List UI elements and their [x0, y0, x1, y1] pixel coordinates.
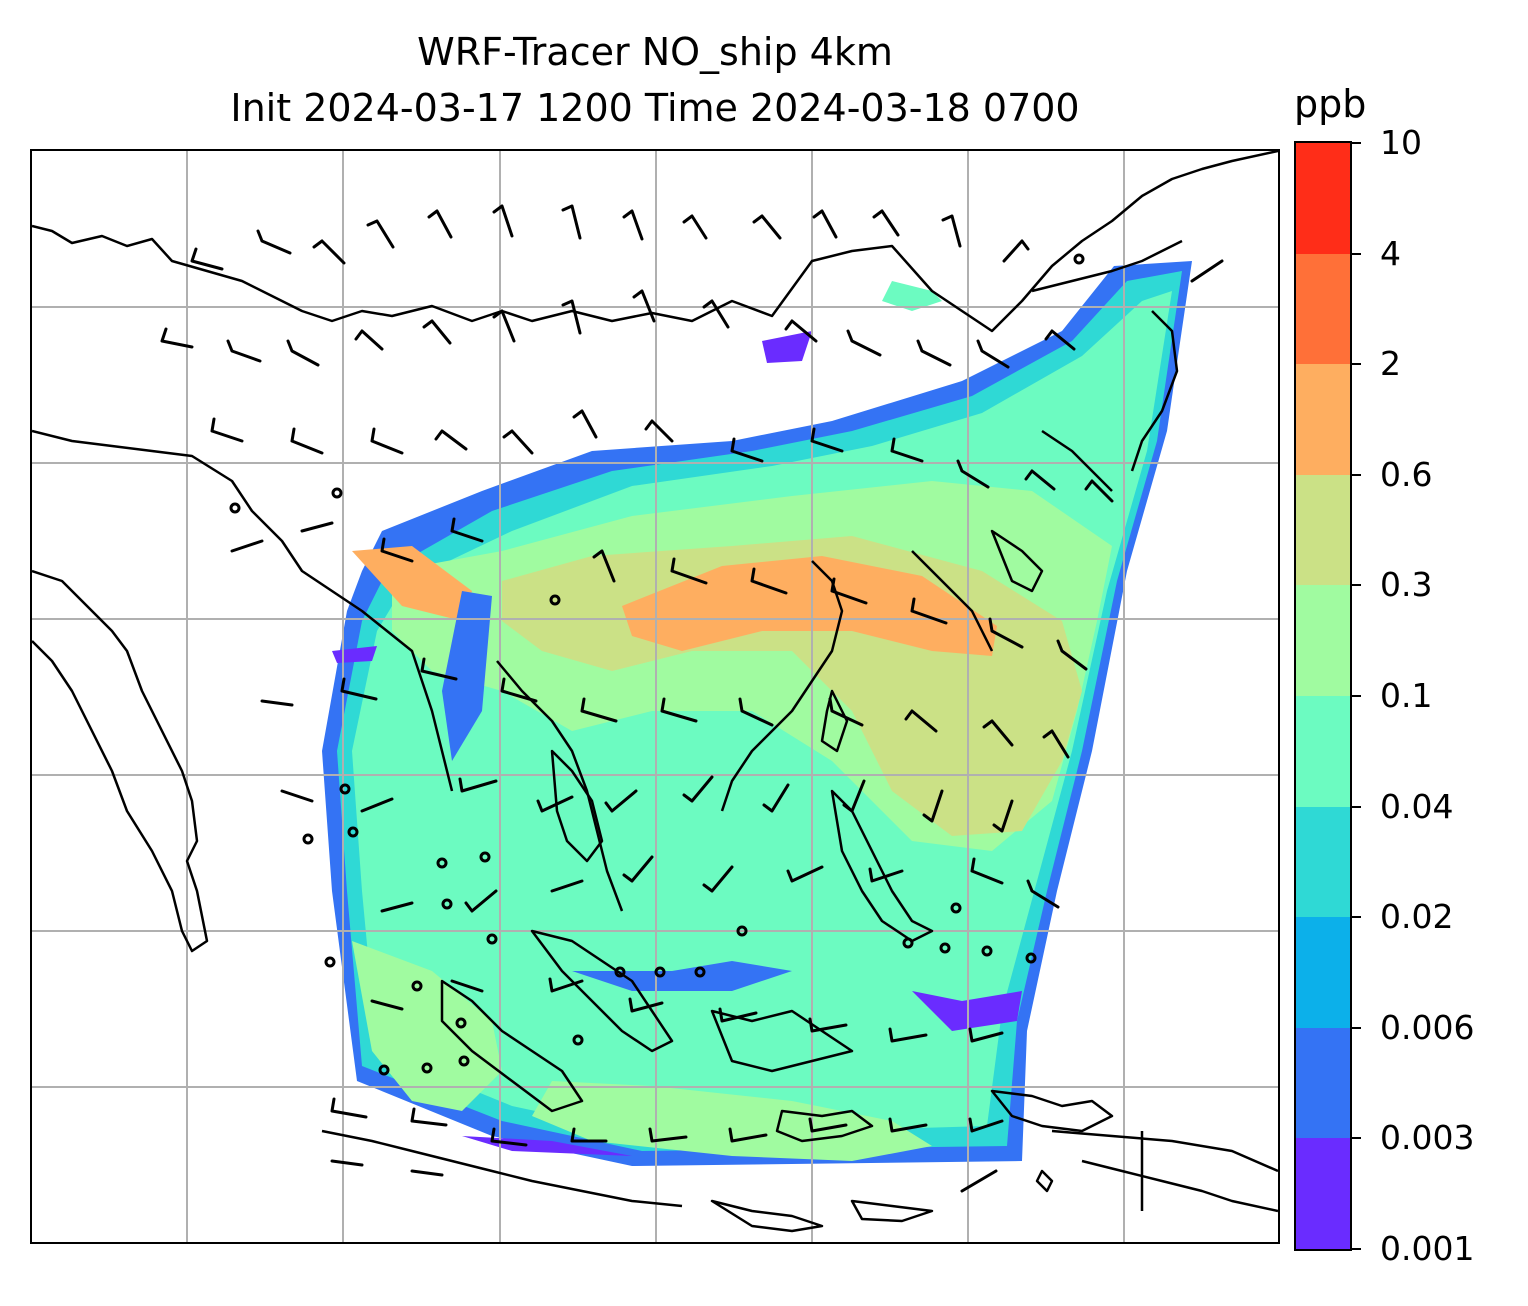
- colorbar-tick-label: 0.02: [1380, 897, 1454, 937]
- colorbar-segment: [1296, 916, 1350, 1028]
- colorbar-segment: [1296, 142, 1350, 254]
- colorbar-tick: [1352, 363, 1361, 366]
- colorbar-tick-label: 0.3: [1380, 565, 1433, 605]
- colorbar-tick-label: 0.001: [1380, 1229, 1475, 1268]
- colorbar-segment: [1296, 584, 1350, 696]
- colorbar-tick: [1352, 252, 1361, 255]
- colorbar-segment: [1296, 474, 1350, 586]
- colorbar-segment: [1296, 253, 1350, 365]
- colorbar-tick: [1352, 805, 1361, 808]
- gridlines: [32, 151, 1278, 1242]
- calm-wind-markers: [229, 253, 1085, 1076]
- map-canvas: [32, 151, 1278, 1242]
- map-panel: [30, 149, 1280, 1244]
- colorbar-tick-label: 0.006: [1380, 1007, 1475, 1047]
- colorbar-unit-label: ppb: [1294, 82, 1367, 126]
- colorbar-tick: [1352, 916, 1361, 919]
- colorbar-segment: [1296, 1137, 1350, 1249]
- colorbar-segment: [1296, 695, 1350, 807]
- colorbar-tick-label: 0.04: [1380, 786, 1454, 826]
- chart-title-line2: Init 2024-03-17 1200 Time 2024-03-18 070…: [230, 86, 1080, 130]
- colorbar-tick: [1352, 695, 1361, 697]
- colorbar-tick: [1352, 142, 1361, 144]
- colorbar-tick-label: 4: [1380, 233, 1401, 273]
- colorbar-tick: [1352, 584, 1361, 587]
- colorbar: [1294, 141, 1352, 1251]
- colorbar-tick-label: 0.1: [1380, 676, 1433, 715]
- colorbar-tick-label: 0.003: [1380, 1118, 1475, 1158]
- colorbar-tick: [1352, 473, 1361, 476]
- colorbar-segment: [1296, 1027, 1350, 1139]
- colorbar-segment: [1296, 806, 1350, 918]
- wind-barbs: [160, 204, 1224, 1193]
- colorbar-tick-label: 10: [1380, 123, 1422, 162]
- colorbar-tick-label: 2: [1380, 344, 1401, 384]
- colorbar-tick: [1352, 1248, 1361, 1250]
- colorbar-tick: [1352, 1026, 1361, 1029]
- colorbar-tick-label: 0.6: [1380, 454, 1433, 494]
- chart-title-line1: WRF-Tracer NO_ship 4km: [417, 30, 893, 74]
- colorbar-tick: [1352, 1137, 1361, 1140]
- colorbar-segment: [1296, 363, 1350, 475]
